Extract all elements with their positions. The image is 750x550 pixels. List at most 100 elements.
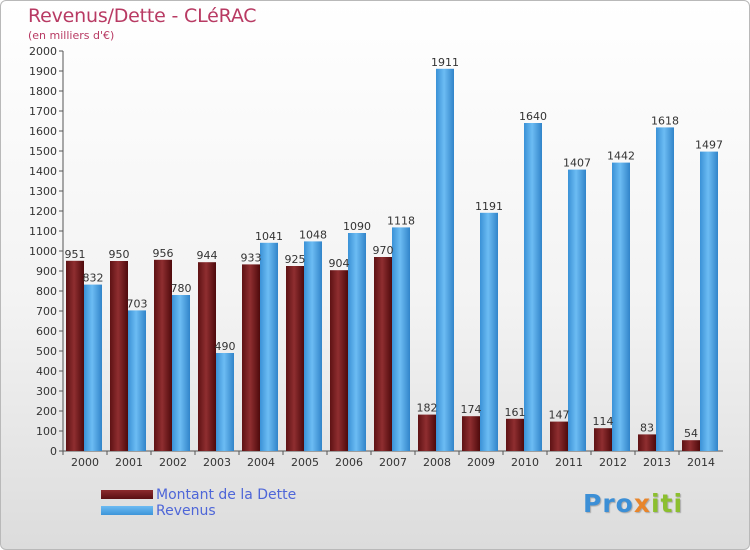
x-tick-label: 2007 <box>379 456 407 469</box>
bar-revenus <box>700 151 718 451</box>
x-tick-label: 2014 <box>687 456 715 469</box>
y-tick-label: 800 <box>36 285 57 298</box>
data-label-revenus: 703 <box>127 297 148 310</box>
x-tick-label: 2006 <box>335 456 363 469</box>
y-tick-label: 100 <box>36 425 57 438</box>
bar-revenus <box>216 353 234 451</box>
bar-revenus <box>612 162 630 451</box>
logo-part-2: x <box>633 489 651 518</box>
bar-dette <box>374 257 392 451</box>
x-tick-label: 2009 <box>467 456 495 469</box>
y-tick-label: 1000 <box>29 245 57 258</box>
bar-dette <box>550 421 568 451</box>
bars <box>66 68 718 452</box>
bar-dette <box>418 414 436 451</box>
data-label-revenus: 1911 <box>431 56 459 69</box>
data-label-revenus: 1497 <box>695 139 723 152</box>
chart-title: Revenus/Dette - CLéRAC <box>28 5 257 27</box>
y-tick-label: 1400 <box>29 165 57 178</box>
y-tick-label: 200 <box>36 405 57 418</box>
y-tick-label: 1700 <box>29 105 57 118</box>
x-tick-label: 2000 <box>71 456 99 469</box>
logo-part-1: Pro <box>583 489 634 518</box>
data-label-revenus: 490 <box>215 340 236 353</box>
data-label-dette: 83 <box>640 421 654 434</box>
data-label-revenus: 1048 <box>299 228 327 241</box>
data-label-dette: 114 <box>593 415 614 428</box>
bar-dette <box>66 260 84 451</box>
bar-revenus <box>348 233 366 451</box>
logo-part-3: iti <box>650 489 684 518</box>
bar-revenus <box>568 169 586 451</box>
bar-dette <box>198 262 216 451</box>
data-label-dette: 161 <box>505 406 526 419</box>
data-label-revenus: 1090 <box>343 220 371 233</box>
data-label-dette: 925 <box>285 253 306 266</box>
y-tick-label: 1600 <box>29 125 57 138</box>
y-tick-label: 1100 <box>29 225 57 238</box>
y-tick-label: 1500 <box>29 145 57 158</box>
data-label-dette: 970 <box>373 244 394 257</box>
data-label-revenus: 832 <box>83 272 104 285</box>
legend-swatch-revenus <box>101 506 153 515</box>
bar-dette <box>638 434 656 451</box>
data-label-revenus: 1191 <box>475 200 503 213</box>
data-label-dette: 933 <box>241 251 262 264</box>
data-label-dette: 950 <box>109 248 130 261</box>
data-label-dette: 904 <box>329 257 350 270</box>
x-tick-label: 2013 <box>643 456 671 469</box>
bar-dette <box>506 418 524 451</box>
y-axis: 0 100 200 300 400 500 600 700 800 900 1000 1100 1200… <box>29 45 64 458</box>
y-tick-label: 300 <box>36 385 57 398</box>
data-label-revenus: 1041 <box>255 230 283 243</box>
bar-dette <box>462 416 480 451</box>
x-tick-label: 2001 <box>115 456 143 469</box>
y-tick-label: 1800 <box>29 85 57 98</box>
x-axis: 2000 2001 2002 2003 2004 2005 2006 2007 2008 2009… <box>62 450 723 469</box>
data-labels: 951 950 956 944 933 925 904 970 182 174 161 147 114 8… <box>65 56 724 440</box>
y-tick-label: 0 <box>50 445 57 458</box>
legend-swatch-dette <box>101 490 153 499</box>
bar-dette <box>286 266 304 451</box>
data-label-dette: 951 <box>65 248 86 261</box>
x-tick-label: 2008 <box>423 456 451 469</box>
data-label-revenus: 1640 <box>519 110 547 123</box>
bar-dette <box>154 259 172 451</box>
bar-dette <box>594 428 612 451</box>
y-tick-label: 600 <box>36 325 57 338</box>
data-label-revenus: 1618 <box>651 114 679 127</box>
bar-revenus <box>260 242 278 451</box>
bar-dette <box>682 440 700 451</box>
bar-revenus <box>172 295 190 451</box>
bar-revenus <box>524 123 542 451</box>
data-label-revenus: 1118 <box>387 214 415 227</box>
bar-revenus <box>304 241 322 451</box>
data-label-dette: 54 <box>684 427 698 440</box>
bar-dette <box>110 261 128 451</box>
legend-label-revenus: Revenus <box>156 503 216 519</box>
y-tick-label: 700 <box>36 305 57 318</box>
x-tick-label: 2011 <box>555 456 583 469</box>
y-tick-label: 1300 <box>29 185 57 198</box>
proxiti-logo: Proxiti <box>583 489 683 518</box>
bar-dette <box>242 264 260 451</box>
x-tick-label: 2005 <box>291 456 319 469</box>
data-label-dette: 956 <box>153 247 174 260</box>
bar-revenus <box>480 212 498 451</box>
y-tick-label: 400 <box>36 365 57 378</box>
chart-subtitle: (en milliers d'€) <box>28 29 115 42</box>
data-label-dette: 182 <box>417 402 438 415</box>
legend-label-dette: Montant de la Dette <box>156 487 297 503</box>
x-tick-label: 2003 <box>203 456 231 469</box>
data-label-dette: 147 <box>549 409 570 422</box>
bar-revenus <box>436 68 454 452</box>
y-tick-label: 1900 <box>29 65 57 78</box>
x-tick-label: 2004 <box>247 456 275 469</box>
x-tick-label: 2002 <box>159 456 187 469</box>
data-label-revenus: 780 <box>171 282 192 295</box>
x-tick-label: 2012 <box>599 456 627 469</box>
bar-revenus <box>84 284 102 451</box>
bar-revenus <box>128 310 146 451</box>
bar-revenus <box>656 127 674 452</box>
